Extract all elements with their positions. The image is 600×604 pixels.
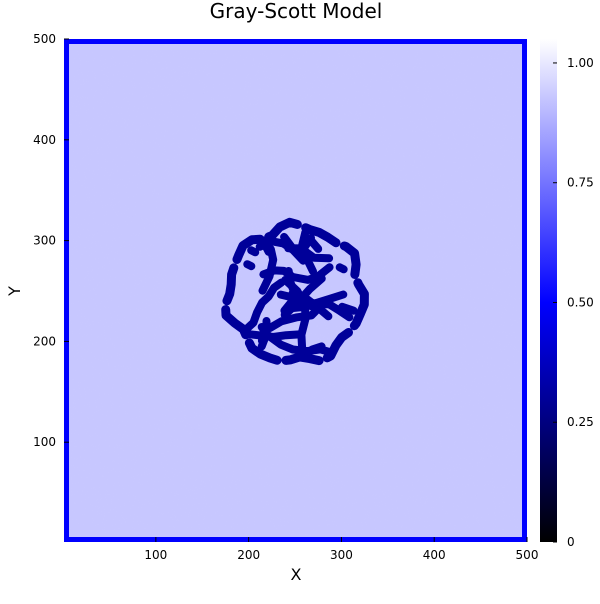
chart-title: Gray-Scott Model	[210, 0, 383, 23]
x-axis: 100 200 300 400 500	[144, 537, 538, 562]
x-tick-label: 200	[237, 548, 260, 562]
colorbar-tick-label: 0	[567, 535, 575, 549]
pattern-stripe	[259, 263, 334, 284]
pattern-stripe	[243, 260, 256, 271]
y-tick-label: 400	[33, 133, 56, 147]
colorbar-ticks: 0 0.25 0.50 0.75 1.00	[553, 56, 594, 549]
pattern-stripe	[338, 302, 358, 315]
pattern-stripe	[257, 317, 271, 351]
pattern-stripe	[221, 217, 369, 366]
pattern-stripe	[299, 233, 315, 254]
x-axis-label: X	[291, 565, 302, 584]
pattern-stripe	[288, 289, 348, 308]
colorbar-tick-label: 0.50	[567, 295, 594, 309]
colorbar-tick-label: 0.25	[567, 415, 594, 429]
pattern-stripe	[239, 278, 286, 336]
x-tick-label: 500	[516, 548, 539, 562]
pattern-blob	[221, 217, 369, 366]
y-axis-label: Y	[5, 286, 24, 297]
pattern-stripe	[308, 342, 326, 354]
heatmap-border	[64, 39, 527, 542]
x-tick-label: 300	[330, 548, 353, 562]
pattern-stripe	[281, 275, 310, 354]
x-tick-label: 400	[423, 548, 446, 562]
colorbar-tick-label: 1.00	[567, 56, 594, 70]
colorbar	[540, 39, 557, 542]
pattern-stripe	[247, 246, 260, 257]
colorbar-tick-label: 0.75	[567, 176, 594, 190]
heatmap-area	[64, 39, 527, 542]
pattern-stripe	[335, 263, 348, 274]
x-tick-label: 100	[144, 548, 167, 562]
y-tick-label: 300	[33, 234, 56, 248]
y-axis: 100 200 300 400 500	[33, 32, 69, 449]
y-tick-label: 100	[33, 435, 56, 449]
y-tick-label: 500	[33, 32, 56, 46]
y-tick-label: 200	[33, 334, 56, 348]
pattern-stripe	[258, 236, 273, 256]
